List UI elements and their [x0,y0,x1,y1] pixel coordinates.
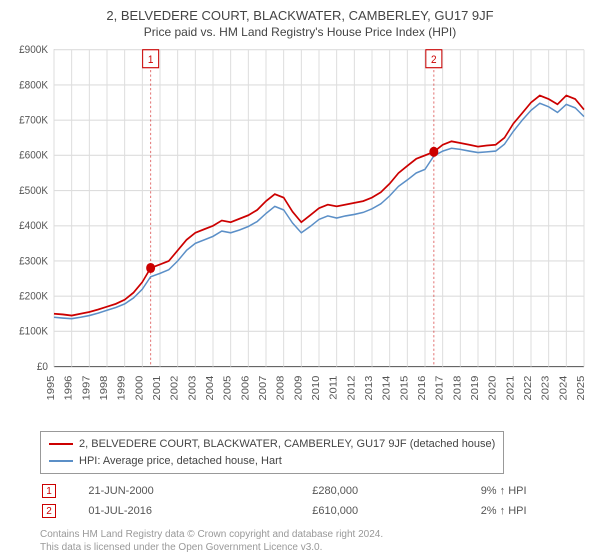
sale-price: £280,000 [312,482,478,500]
chart-svg: £0 £100K £200K £300K £400K £500K £600K £700K £80… [10,43,590,425]
x-tick-label: 2012 [346,375,357,400]
footer-line1: Contains HM Land Registry data © Crown c… [40,528,586,541]
table-row: 1 21-JUN-2000£280,0009% ↑ HPI [42,482,584,500]
x-tick-label: 2004 [205,375,216,400]
x-tick-label: 1996 [63,375,74,400]
x-tick-label: 2005 [222,375,233,400]
chart-title-sub: Price paid vs. HM Land Registry's House … [10,25,590,39]
x-tick-label: 2000 [134,375,145,400]
x-tick-label: 2002 [169,375,180,400]
x-tick-label: 1995 [46,375,57,400]
x-tick-label: 2006 [240,375,251,400]
sale-marker-label: 1 [148,54,154,67]
y-tick-label: £300K [19,255,48,268]
y-tick-label: £800K [19,79,48,92]
sale-marker-dot [146,263,155,273]
table-row: 2 01-JUL-2016£610,0002% ↑ HPI [42,502,584,520]
y-tick-label: £700K [19,114,48,127]
legend-label: 2, BELVEDERE COURT, BLACKWATER, CAMBERLE… [79,436,495,453]
footer-line2: This data is licensed under the Open Gov… [40,541,586,554]
x-tick-label: 2013 [364,375,375,400]
x-tick-label: 1998 [99,375,110,400]
legend-item: HPI: Average price, detached house, Hart [49,453,495,470]
legend: 2, BELVEDERE COURT, BLACKWATER, CAMBERLE… [40,431,504,474]
footer-attribution: Contains HM Land Registry data © Crown c… [40,528,586,554]
y-tick-label: £900K [19,44,48,57]
x-tick-label: 2017 [434,375,445,400]
y-tick-label: £0 [37,360,48,373]
legend-item: 2, BELVEDERE COURT, BLACKWATER, CAMBERLE… [49,436,495,453]
sale-date: 21-JUN-2000 [88,482,310,500]
sale-marker-label: 2 [431,54,437,67]
y-tick-label: £200K [19,290,48,303]
x-tick-label: 2021 [505,375,516,400]
x-tick-label: 2020 [487,375,498,400]
chart-container: 2, BELVEDERE COURT, BLACKWATER, CAMBERLE… [0,0,600,560]
x-tick-label: 2023 [540,375,551,400]
sale-price: £610,000 [312,502,478,520]
sale-marker-dot [429,147,438,157]
sale-diff: 9% ↑ HPI [481,482,584,500]
chart-titles: 2, BELVEDERE COURT, BLACKWATER, CAMBERLE… [10,8,590,39]
legend-swatch [49,460,73,462]
x-tick-label: 2025 [576,375,587,400]
x-tick-label: 2015 [399,375,410,400]
x-tick-label: 2007 [258,375,269,400]
y-tick-label: £400K [19,220,48,233]
x-tick-label: 2019 [470,375,481,400]
x-tick-label: 1999 [116,375,127,400]
x-tick-label: 2014 [381,375,392,400]
x-tick-label: 2022 [523,375,534,400]
x-tick-label: 1997 [81,375,92,400]
x-tick-label: 2024 [558,375,569,400]
y-tick-label: £100K [19,325,48,338]
x-tick-label: 2003 [187,375,198,400]
sale-id-box: 1 [42,484,56,498]
sales-table: 1 21-JUN-2000£280,0009% ↑ HPI 2 01-JUL-2016… [40,480,586,522]
y-tick-label: £500K [19,184,48,197]
legend-label: HPI: Average price, detached house, Hart [79,453,282,470]
plot-area: £0 £100K £200K £300K £400K £500K £600K £700K £80… [10,43,590,425]
x-tick-label: 2008 [275,375,286,400]
x-tick-label: 2009 [293,375,304,400]
legend-swatch [49,443,73,445]
x-tick-label: 2011 [328,375,339,399]
x-tick-label: 2018 [452,375,463,400]
sale-id-box: 2 [42,504,56,518]
y-tick-label: £600K [19,149,48,162]
x-tick-label: 2010 [311,375,322,400]
x-tick-label: 2001 [152,375,163,400]
sale-diff: 2% ↑ HPI [481,502,584,520]
sale-date: 01-JUL-2016 [88,502,310,520]
x-tick-label: 2016 [417,375,428,400]
chart-title-address: 2, BELVEDERE COURT, BLACKWATER, CAMBERLE… [10,8,590,23]
